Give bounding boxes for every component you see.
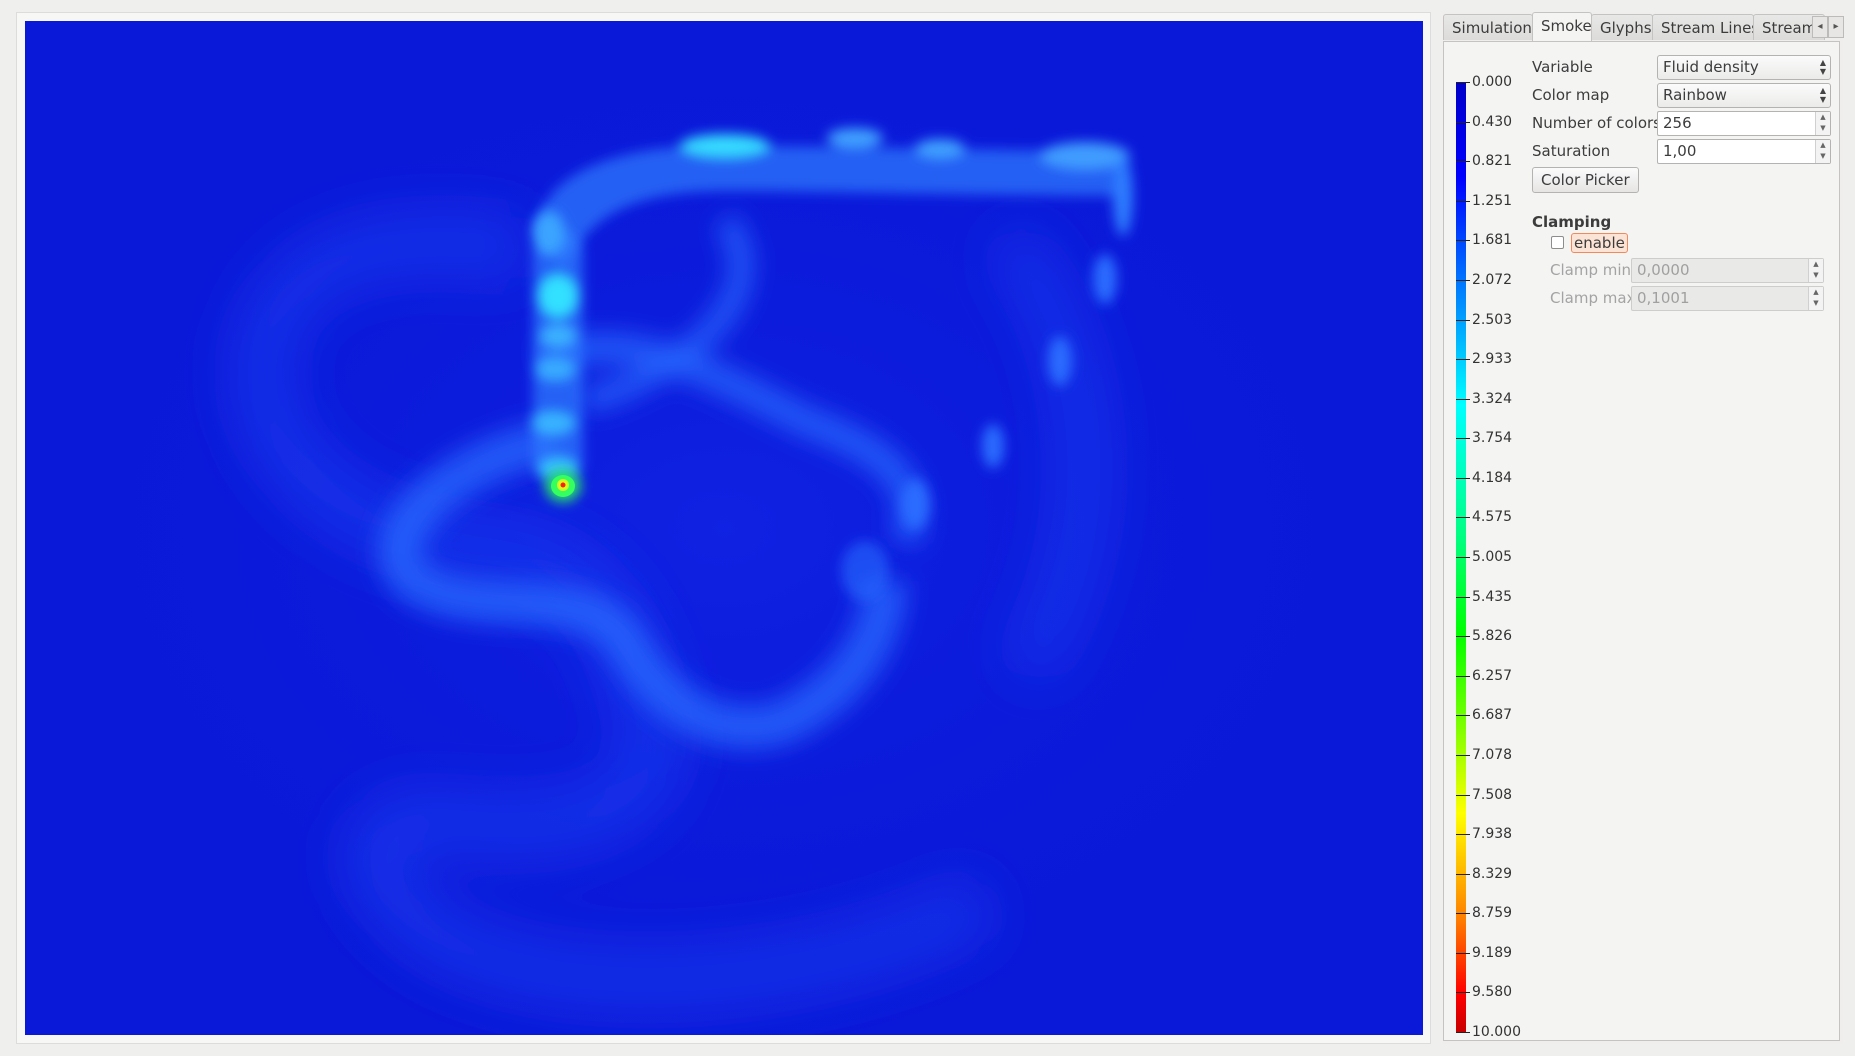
tab-stream-lines[interactable]: Stream Lines [1652,14,1754,40]
legend-tick [1456,597,1470,598]
color-picker-button[interactable]: Color Picker [1532,167,1639,193]
smoke-density-field [25,21,1423,1035]
clamp-enable-label[interactable]: enable [1571,233,1628,253]
legend-tick-label: 7.508 [1472,787,1513,803]
colormap-select-value: Rainbow [1663,86,1727,104]
legend-tick-label: 4.575 [1472,509,1513,525]
legend-tick-label: 6.257 [1472,668,1513,684]
legend-tick-label: 9.189 [1472,945,1513,961]
legend-tick-label: 8.329 [1472,866,1513,882]
clamp-min-spinbox[interactable]: 0,0000 ▲ ▼ [1631,258,1824,283]
legend-tick [1456,478,1470,479]
legend-tick-label: 7.938 [1472,826,1513,842]
legend-tick-label: 10.000 [1472,1024,1521,1040]
legend-tick-label: 0.430 [1472,114,1513,130]
legend-tick [1456,240,1470,241]
legend-tick-label: 2.503 [1472,312,1513,328]
legend-tick [1456,438,1470,439]
clamp-enable-checkbox[interactable] [1551,236,1564,249]
spin-arrows-icon[interactable]: ▲ ▼ [1815,140,1830,163]
colormap-label: Color map [1532,86,1610,104]
legend-tick-label: 4.184 [1472,470,1513,486]
tab-simulation[interactable]: Simulation [1443,14,1533,40]
legend-tick-label: 2.933 [1472,351,1513,367]
legend-tick [1456,161,1470,162]
colormap-select[interactable]: Rainbow ▲ ▼ [1657,83,1831,108]
smoke-tab-pane: 0.000 0.430 0.821 1.251 1.681 2.072 2.503 2.933… [1443,41,1840,1041]
legend-tick [1456,834,1470,835]
combo-arrows-icon: ▲ ▼ [1819,58,1826,76]
tab-scroll-right-icon[interactable]: ▸ [1828,16,1844,38]
legend-tick [1456,874,1470,875]
legend-tick-label: 0.821 [1472,153,1513,169]
legend-tick [1456,953,1470,954]
legend-tick-label: 3.754 [1472,430,1513,446]
legend-tick [1456,755,1470,756]
variable-label: Variable [1532,58,1593,76]
legend-tick [1456,557,1470,558]
saturation-label: Saturation [1532,142,1611,160]
legend-tick [1456,359,1470,360]
legend-tick [1456,715,1470,716]
legend-tick-label: 9.580 [1472,984,1513,1000]
variable-select[interactable]: Fluid density ▲ ▼ [1657,55,1831,80]
legend-tick-label: 8.759 [1472,905,1513,921]
legend-tick [1456,201,1470,202]
tab-smoke-label: Smoke [1541,17,1592,35]
tab-bar: Simulation Smoke Glyphs Stream Lines Str… [1443,12,1844,42]
legend-tick-label: 5.826 [1472,628,1513,644]
legend-tick [1456,82,1470,83]
legend-tick [1456,636,1470,637]
legend-tick-label: 7.078 [1472,747,1513,763]
variable-select-value: Fluid density [1663,58,1759,76]
tab-smoke[interactable]: Smoke [1532,12,1592,42]
combo-arrows-icon: ▲ ▼ [1819,86,1826,104]
num-colors-value: 256 [1663,114,1692,132]
smoke-visualization-canvas[interactable] [25,21,1423,1035]
legend-tick [1456,1032,1470,1033]
clamp-min-value: 0,0000 [1637,261,1690,279]
legend-tick-label: 1.251 [1472,193,1513,209]
legend-tick-label: 1.681 [1472,232,1513,248]
legend-tick-label: 0.000 [1472,74,1513,90]
legend-tick [1456,517,1470,518]
tab-glyphs[interactable]: Glyphs [1591,14,1653,40]
tab-glyphs-label: Glyphs [1600,19,1652,37]
legend-tick [1456,913,1470,914]
spin-arrows-icon: ▲ ▼ [1808,259,1823,282]
clamp-max-value: 0,1001 [1637,289,1690,307]
saturation-value: 1,00 [1663,142,1697,160]
tab-stream-lines-label: Stream Lines [1661,19,1754,37]
tab-simulation-label: Simulation [1452,19,1532,37]
control-panel: Simulation Smoke Glyphs Stream Lines Str… [1443,12,1844,1044]
tab-scroll-left-icon[interactable]: ◂ [1812,16,1828,38]
spin-arrows-icon: ▲ ▼ [1808,287,1823,310]
legend-tick [1456,320,1470,321]
legend-tick [1456,676,1470,677]
legend-tick [1456,795,1470,796]
legend-tick [1456,399,1470,400]
legend-tick-label: 5.005 [1472,549,1513,565]
legend-tick-label: 6.687 [1472,707,1513,723]
legend-tick [1456,992,1470,993]
density-peak [545,470,581,502]
legend-tick [1456,280,1470,281]
clamp-max-label: Clamp max [1550,289,1636,307]
clamp-min-label: Clamp min [1550,261,1632,279]
num-colors-spinbox[interactable]: 256 ▲ ▼ [1657,111,1831,136]
tab-stream-surfaces-label: Stream [1762,19,1817,37]
num-colors-label: Number of colors [1532,114,1662,132]
saturation-spinbox[interactable]: 1,00 ▲ ▼ [1657,139,1831,164]
spin-arrows-icon[interactable]: ▲ ▼ [1815,112,1830,135]
clamping-group-title: Clamping [1532,213,1612,231]
legend-tick [1456,122,1470,123]
legend-tick-label: 2.072 [1472,272,1513,288]
legend-tick-label: 3.324 [1472,391,1513,407]
legend-tick-label: 5.435 [1472,589,1513,605]
clamp-max-spinbox[interactable]: 0,1001 ▲ ▼ [1631,286,1824,311]
